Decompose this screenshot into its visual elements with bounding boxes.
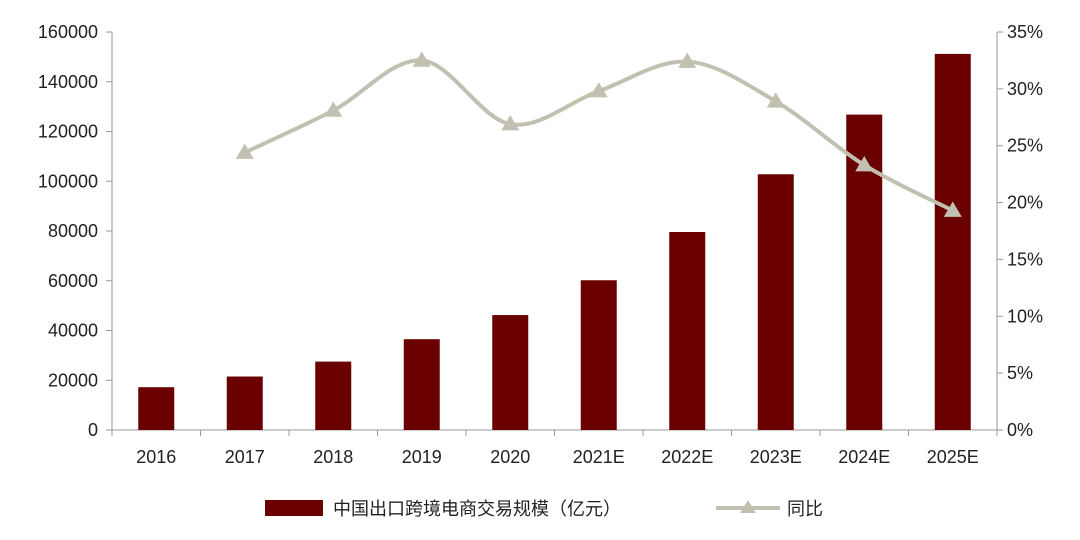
legend-line-marker [740, 500, 756, 513]
growth-point [855, 156, 874, 172]
bar [580, 280, 617, 430]
right-tick-label: 20% [1007, 193, 1043, 213]
bar [403, 339, 440, 430]
right-tick-label: 0% [1007, 420, 1033, 440]
bars [138, 53, 971, 431]
left-tick-label: 20000 [48, 370, 98, 390]
x-tick-label: 2021E [573, 447, 625, 467]
right-tick-label: 15% [1007, 249, 1043, 269]
right-tick-label: 25% [1007, 136, 1043, 156]
right-tick-label: 35% [1007, 22, 1043, 42]
x-tick-label: 2016 [136, 447, 176, 467]
left-tick-label: 80000 [48, 221, 98, 241]
left-tick-label: 0 [88, 420, 98, 440]
bar [315, 361, 352, 430]
legend-bar-swatch [265, 500, 323, 516]
growth-line [235, 51, 962, 217]
x-tick-label: 2019 [402, 447, 442, 467]
bar [757, 174, 794, 430]
tick-labels: 0 20000 40000 60000 80000 100000 120000 140000 1… [38, 22, 1043, 467]
bar [226, 376, 263, 430]
growth-point [766, 92, 785, 108]
growth-point [324, 101, 343, 117]
growth-point [501, 115, 520, 131]
bar [492, 315, 529, 430]
left-tick-label: 100000 [38, 171, 98, 191]
x-tick-label: 2024E [838, 447, 890, 467]
legend: 中国出口跨境电商交易规模（亿元） 同比 [265, 499, 823, 520]
bar [934, 53, 971, 430]
legend-bar-label: 中国出口跨境电商交易规模（亿元） [333, 499, 621, 520]
bar [138, 387, 175, 430]
left-tick-label: 40000 [48, 321, 98, 341]
growth-point [943, 201, 962, 217]
x-tick-label: 2023E [750, 447, 802, 467]
legend-line-label: 同比 [787, 499, 823, 520]
x-tick-label: 2020 [490, 447, 530, 467]
x-tick-label: 2018 [313, 447, 353, 467]
left-tick-label: 60000 [48, 271, 98, 291]
right-tick-label: 10% [1007, 306, 1043, 326]
right-tick-label: 30% [1007, 79, 1043, 99]
x-tick-label: 2022E [661, 447, 713, 467]
left-tick-label: 140000 [38, 72, 98, 92]
x-tick-label: 2017 [225, 447, 265, 467]
left-tick-label: 160000 [38, 22, 98, 42]
x-tick-label: 2025E [927, 447, 979, 467]
right-tick-label: 5% [1007, 363, 1033, 383]
growth-point [678, 52, 697, 68]
left-tick-label: 120000 [38, 122, 98, 142]
growth-point [412, 51, 431, 67]
bar [669, 231, 706, 430]
growth-point [235, 143, 254, 159]
growth-point [589, 82, 608, 98]
